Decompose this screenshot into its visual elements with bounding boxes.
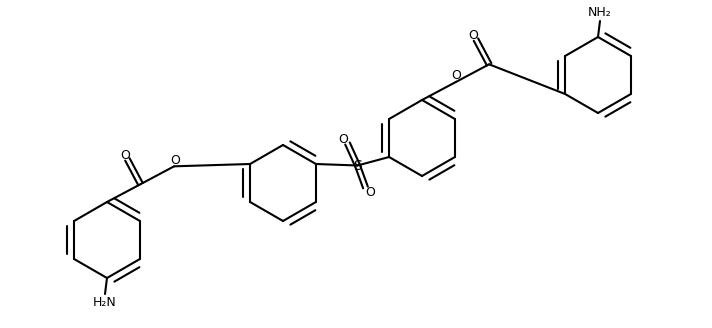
Text: H₂N: H₂N — [93, 296, 117, 309]
Text: O: O — [468, 29, 478, 42]
Text: O: O — [451, 69, 461, 82]
Text: O: O — [339, 133, 348, 146]
Text: O: O — [120, 149, 130, 161]
Text: S: S — [353, 158, 362, 173]
Text: O: O — [170, 154, 180, 167]
Text: NH₂: NH₂ — [588, 6, 612, 19]
Text: O: O — [365, 186, 375, 199]
